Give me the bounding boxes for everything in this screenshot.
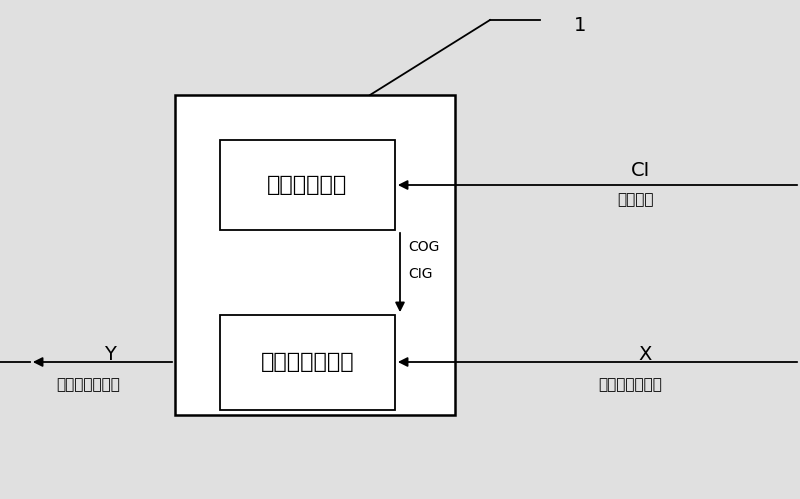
Text: （多路或一路）: （多路或一路） <box>598 377 662 392</box>
Bar <box>220 315 395 410</box>
Bar <box>175 95 455 415</box>
Text: Y: Y <box>104 345 116 364</box>
Text: 多路选一路单元: 多路选一路单元 <box>261 352 354 372</box>
Text: 1: 1 <box>574 15 586 34</box>
Text: （一路或多路）: （一路或多路） <box>56 377 120 392</box>
Text: COG: COG <box>408 240 439 254</box>
Text: （一路）: （一路） <box>617 192 654 207</box>
Text: 脉冲计数单元: 脉冲计数单元 <box>267 175 348 195</box>
Text: CI: CI <box>630 161 650 180</box>
Text: CIG: CIG <box>408 267 433 281</box>
Bar <box>220 140 395 230</box>
Text: X: X <box>638 345 652 364</box>
